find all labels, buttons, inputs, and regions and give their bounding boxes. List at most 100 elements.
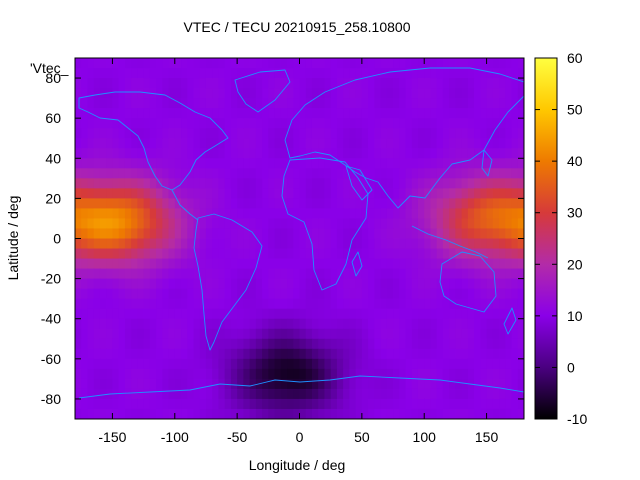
- heatmap-cell: [318, 208, 326, 220]
- heatmap-cell: [499, 148, 506, 159]
- heatmap-cell: [212, 218, 220, 230]
- heatmap-cell: [374, 128, 382, 139]
- heatmap-cell: [131, 168, 138, 179]
- heatmap-cell: [81, 328, 89, 340]
- heatmap-cell: [87, 318, 95, 330]
- heatmap-cell: [405, 288, 413, 300]
- heatmap-cell: [424, 408, 432, 419]
- heatmap-cell: [162, 58, 170, 69]
- heatmap-cell: [268, 128, 276, 139]
- heatmap-cell: [280, 368, 288, 380]
- heatmap-cell: [461, 108, 469, 119]
- heatmap-cell: [492, 218, 500, 230]
- heatmap-cell: [318, 168, 326, 179]
- heatmap-cell: [305, 388, 313, 400]
- heatmap-cell: [393, 408, 400, 419]
- heatmap-cell: [181, 88, 188, 99]
- heatmap-cell: [511, 198, 519, 210]
- heatmap-cell: [399, 248, 407, 260]
- heatmap-cell: [505, 328, 513, 340]
- heatmap-cell: [449, 348, 457, 360]
- heatmap-cell: [75, 348, 82, 360]
- heatmap-cell: [168, 288, 176, 300]
- heatmap-cell: [75, 338, 82, 350]
- heatmap-cell: [499, 308, 506, 320]
- heatmap-cell: [112, 208, 120, 220]
- heatmap-cell: [486, 198, 494, 210]
- heatmap-cell: [324, 118, 332, 129]
- heatmap-cell: [474, 98, 481, 109]
- heatmap-cell: [461, 158, 469, 169]
- heatmap-cell: [118, 318, 126, 330]
- heatmap-cell: [480, 248, 488, 260]
- heatmap-cell: [436, 368, 444, 380]
- heatmap-cell: [268, 268, 276, 280]
- heatmap-cell: [480, 168, 488, 179]
- heatmap-cell: [149, 108, 157, 119]
- heatmap-cell: [417, 138, 425, 149]
- heatmap-cell: [268, 248, 276, 260]
- heatmap-cell: [193, 118, 201, 129]
- heatmap-cell: [75, 98, 82, 109]
- heatmap-cell: [361, 68, 369, 79]
- heatmap-cell: [237, 208, 244, 220]
- heatmap-cell: [149, 238, 157, 250]
- heatmap-cell: [224, 98, 232, 109]
- heatmap-cell: [193, 278, 201, 290]
- heatmap-cell: [330, 258, 338, 270]
- heatmap-cell: [492, 378, 500, 390]
- heatmap-cell: [87, 328, 95, 340]
- heatmap-cell: [293, 338, 301, 350]
- heatmap-cell: [268, 288, 276, 300]
- heatmap-cell: [224, 188, 232, 199]
- heatmap-cell: [455, 238, 463, 250]
- heatmap-cell: [449, 268, 457, 280]
- heatmap-cell: [168, 178, 176, 189]
- heatmap-cell: [442, 408, 450, 419]
- heatmap-cell: [461, 148, 469, 159]
- heatmap-cell: [224, 78, 232, 89]
- heatmap-cell: [517, 178, 524, 189]
- heatmap-cell: [124, 328, 132, 340]
- heatmap-cell: [274, 208, 282, 220]
- heatmap-cell: [280, 278, 288, 290]
- heatmap-cell: [156, 278, 163, 290]
- heatmap-cell: [361, 378, 369, 390]
- heatmap-cell: [168, 228, 176, 240]
- heatmap-cell: [405, 388, 413, 400]
- heatmap-cell: [430, 288, 438, 300]
- heatmap-cell: [156, 188, 163, 199]
- heatmap-cell: [149, 248, 157, 260]
- heatmap-cell: [374, 278, 382, 290]
- heatmap-cell: [442, 78, 450, 89]
- heatmap-cell: [393, 388, 400, 400]
- heatmap-cell: [492, 168, 500, 179]
- coast-africa: [281, 157, 369, 291]
- heatmap-cell: [218, 288, 226, 300]
- heatmap-cell: [343, 128, 350, 139]
- heatmap-cell: [87, 148, 95, 159]
- heatmap-cell: [405, 298, 413, 310]
- heatmap-cell: [417, 88, 425, 99]
- heatmap-cell: [174, 328, 182, 340]
- heatmap-cell: [212, 158, 220, 169]
- heatmap-cell: [181, 388, 188, 400]
- heatmap-cell: [492, 408, 500, 419]
- heatmap-cell: [380, 318, 388, 330]
- heatmap-cell: [268, 138, 276, 149]
- heatmap-cell: [131, 78, 138, 89]
- heatmap-cell: [143, 258, 151, 270]
- heatmap-cell: [393, 228, 400, 240]
- heatmap-cell: [218, 78, 226, 89]
- heatmap-cell: [361, 348, 369, 360]
- heatmap-cell: [199, 268, 207, 280]
- heatmap-cell: [474, 118, 481, 129]
- heatmap-cell: [324, 328, 332, 340]
- heatmap-cell: [199, 368, 207, 380]
- heatmap-cell: [299, 228, 307, 240]
- heatmap-cell: [499, 408, 506, 419]
- heatmap-cell: [205, 258, 213, 270]
- heatmap-cell: [93, 228, 101, 240]
- heatmap-cell: [205, 118, 213, 129]
- x-tick-label: 50: [354, 429, 370, 445]
